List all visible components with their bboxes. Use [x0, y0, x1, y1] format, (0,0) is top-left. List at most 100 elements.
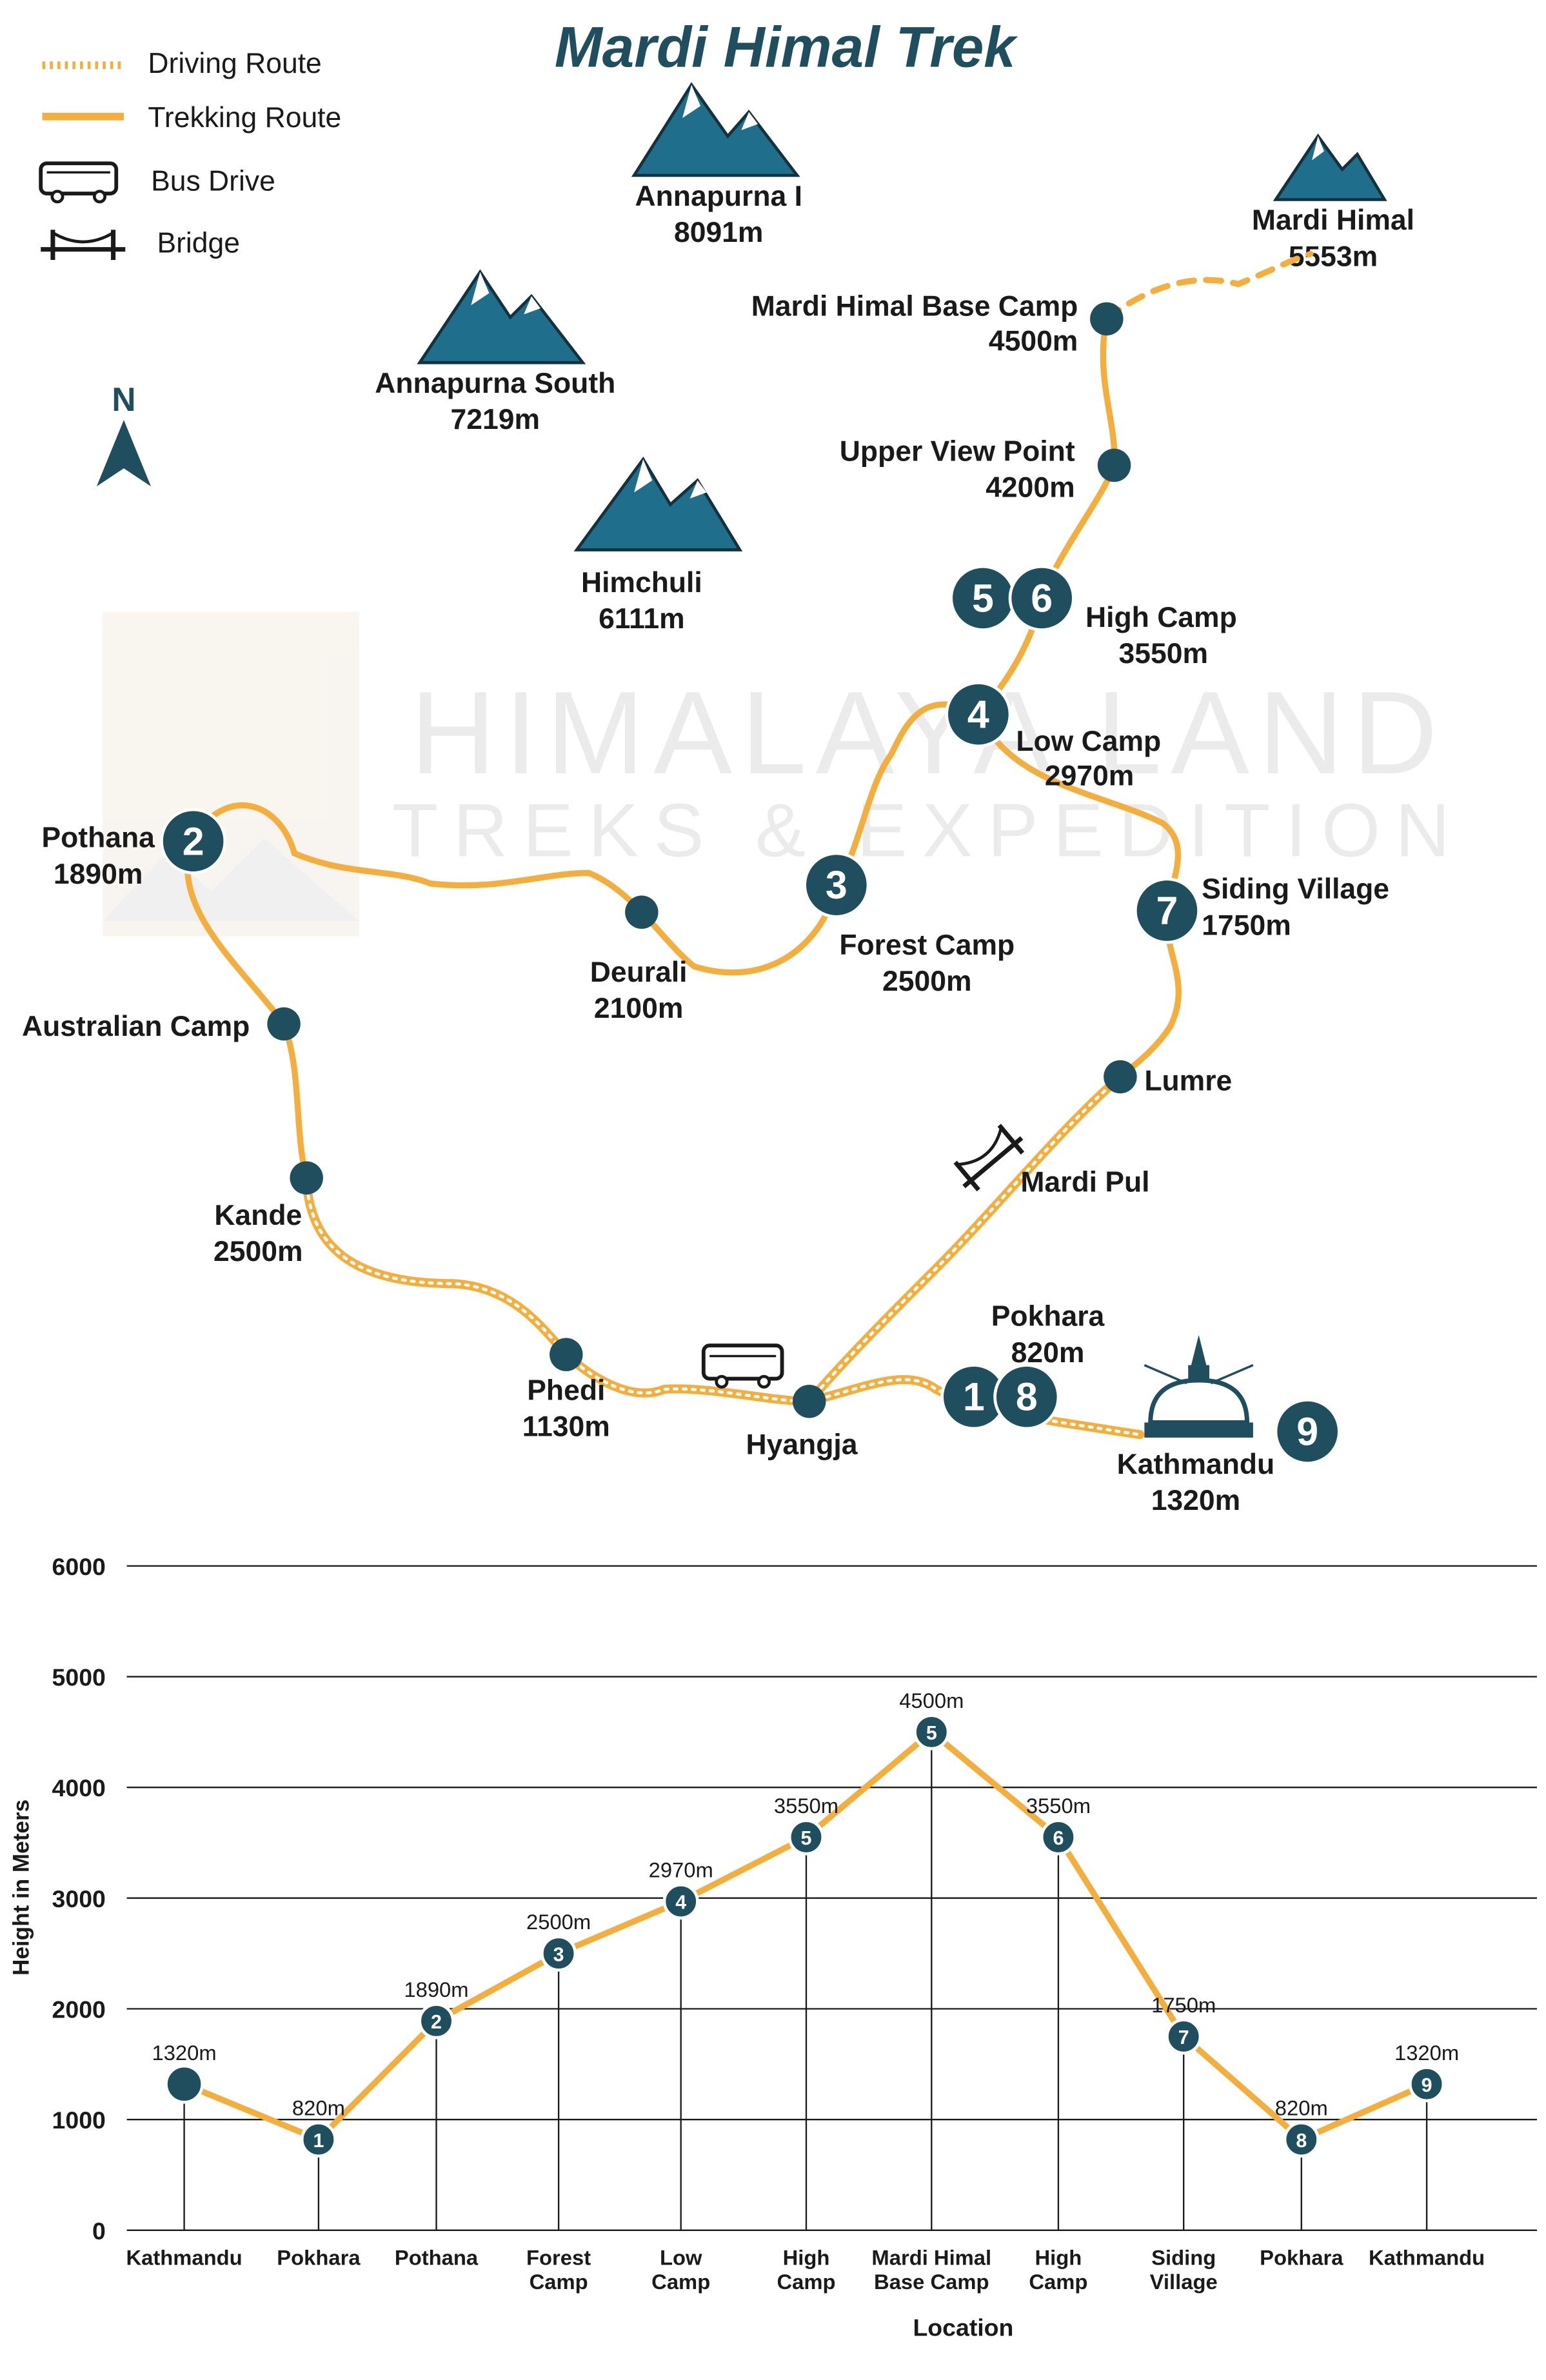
place-name: Australian Camp: [22, 1011, 250, 1042]
stop-marker-7: [1133, 877, 1200, 944]
trek-lowcamp-siding: [975, 709, 1182, 914]
x-tick-label: High Camp: [1029, 2246, 1087, 2294]
peak-name: Annapurna South: [375, 368, 615, 399]
place-labels: Mardi Himal Base Camp 4500m Upper View P…: [22, 291, 1389, 1517]
peak-elev: 7219m: [451, 404, 540, 435]
place-name: Phedi: [527, 1374, 605, 1406]
place-elev: 2970m: [1045, 760, 1134, 792]
place-elev: 2500m: [213, 1236, 302, 1267]
bus-icon: [701, 1344, 784, 1389]
data-point-number: 9: [1422, 2074, 1432, 2096]
place-elev: 2500m: [882, 966, 971, 997]
x-tick-label: Pokhara: [1260, 2246, 1343, 2270]
x-tick-label: Mardi Himal Base Camp: [871, 2246, 991, 2294]
bus-icon: [39, 161, 119, 204]
peak-name: Himchuli: [581, 567, 702, 599]
stop-marker-3: [803, 851, 870, 918]
elevation-chart: 0 1000 2000 3000 4000 5000 6000 Height in Meter…: [8, 1553, 1537, 2341]
place-elev: 1750m: [1202, 909, 1291, 941]
peak-name: Annapurna I: [635, 181, 802, 212]
data-point-number: 1: [313, 2130, 324, 2152]
data-label: 3550m: [774, 1794, 838, 1818]
place-elev: 4200m: [986, 472, 1075, 504]
data-point-number: 7: [1178, 2027, 1189, 2048]
compass-label: N: [112, 381, 135, 418]
data-point: [300, 2121, 337, 2158]
data-point-number: 5: [926, 1722, 937, 1744]
data-point-number: 3: [553, 1943, 564, 1965]
driving-overlay: [304, 1075, 1122, 1403]
data-point: [164, 2064, 204, 2104]
data-point: [418, 2003, 455, 2039]
stop-marker-4: [945, 681, 1012, 748]
stop-markers: 1 2 3 4 5 6 7 8 9: [160, 564, 1341, 1465]
data-label: 2970m: [649, 1858, 713, 1882]
trek-pothana-deurali: [190, 802, 841, 976]
data-point-number: 8: [1296, 2130, 1307, 2152]
waypoint-dot: [267, 1007, 301, 1041]
place-elev: 1130m: [522, 1411, 610, 1443]
waypoints: [267, 302, 1137, 1418]
data-label: 1320m: [152, 2041, 216, 2065]
stop-number: 9: [1296, 1410, 1318, 1454]
bridge-icon: [41, 230, 126, 261]
place-name: Kande: [214, 1200, 302, 1231]
y-tick-label: 5000: [52, 1664, 106, 1691]
place-name: High Camp: [1085, 602, 1237, 633]
data-label: 3550m: [1026, 1794, 1091, 1818]
place-name: Upper View Point: [840, 435, 1075, 467]
waypoint-dot: [550, 1338, 583, 1371]
data-point: [1165, 2018, 1202, 2055]
place-elev: 1320m: [1151, 1485, 1240, 1516]
place-name: Mardi Pul: [1020, 1166, 1149, 1198]
place-elev: 4500m: [989, 326, 1078, 357]
stop-number: 5: [972, 576, 994, 620]
data-point-number: 4: [675, 1892, 686, 1914]
place-name: Forest Camp: [839, 929, 1015, 961]
y-tick-label: 2000: [52, 1996, 106, 2023]
waypoint-dot: [625, 895, 659, 929]
place-elev: 1890m: [54, 858, 143, 890]
peak-elev: 8091m: [674, 217, 763, 248]
legend-label: Bus Drive: [151, 165, 275, 197]
place-name: Hyangja: [746, 1429, 858, 1461]
stop-number: 3: [826, 863, 847, 907]
waypoint-dot: [1104, 1060, 1137, 1094]
stop-number: 7: [1156, 889, 1178, 933]
watermark: HIMALAYA LAND TREKS & EXPEDITION: [103, 611, 1465, 937]
place-elev: 2100m: [594, 993, 683, 1024]
data-point-number: 6: [1053, 1827, 1064, 1849]
stop-marker-6: [1008, 564, 1075, 631]
data-label: 820m: [292, 2096, 345, 2120]
stop-number: 4: [967, 693, 989, 737]
stupa-icon: [1144, 1334, 1254, 1438]
x-tick-label: Pokhara: [277, 2246, 361, 2270]
stop-number: 2: [183, 819, 204, 863]
place-name: Mardi Himal Base Camp: [751, 291, 1078, 322]
waypoint-dot: [1090, 302, 1124, 336]
waypoint-dot: [290, 1161, 323, 1195]
place-elev: 820m: [1011, 1337, 1085, 1369]
mountain-icon: [1273, 134, 1387, 201]
page-title: Mardi Himal Trek: [555, 14, 1019, 79]
waypoint-dot: [1097, 448, 1131, 482]
stop-marker-2: [160, 808, 227, 875]
x-tick-label: High Camp: [777, 2246, 835, 2294]
watermark-line2: TREKS & EXPEDITION: [392, 788, 1465, 873]
data-point: [662, 1883, 699, 1920]
data-point: [913, 1714, 950, 1750]
data-label: 4500m: [899, 1689, 964, 1712]
data-point: [540, 1935, 577, 1972]
x-axis-label: Location: [913, 2314, 1013, 2341]
legend-label: Driving Route: [148, 48, 321, 79]
place-name: Deurali: [590, 957, 688, 988]
stop-number: 8: [1016, 1375, 1038, 1419]
x-tick-label: Pothana: [395, 2246, 479, 2270]
x-tick-label: Kathmandu: [1369, 2246, 1485, 2270]
mountain-icon: [573, 456, 743, 551]
legend-label: Bridge: [157, 227, 240, 259]
data-label: 1750m: [1151, 1993, 1216, 2017]
peak-elev: 5553m: [1289, 241, 1378, 272]
data-point: [788, 1819, 825, 1856]
